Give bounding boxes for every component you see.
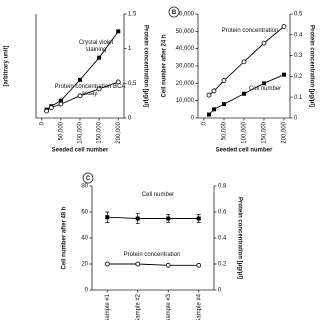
x-axis-title: Seeded cell number: [52, 148, 109, 154]
y2-tick-label: 0.2: [218, 262, 227, 268]
series-label: Cell number: [248, 86, 282, 92]
y-tick-label: 60: [81, 210, 88, 216]
x-tick-label: 50,000: [222, 121, 228, 140]
y2-axis-title: Protein concentration [μg/μl]: [236, 197, 242, 279]
x-tick-label: 150,000: [97, 121, 103, 143]
marker-circle: [48, 105, 54, 110]
y2-tick-label: 0.5: [128, 81, 137, 87]
marker-square: [166, 216, 171, 221]
y2-tick-label: 0: [128, 116, 132, 122]
marker-circle: [104, 261, 110, 267]
y2-tick-label: 0: [218, 288, 222, 294]
marker-square: [97, 55, 102, 60]
x-tick-label: 200,000: [282, 121, 288, 143]
y-tick-label: 10,000: [176, 98, 195, 104]
y-tick-label: 0: [85, 288, 89, 294]
marker-circle: [135, 261, 141, 267]
marker-square: [282, 72, 286, 77]
series-line: [107, 216, 199, 219]
series-line: [208, 26, 285, 96]
panel-label: C: [86, 176, 91, 182]
series-label: Protein concentration: [123, 252, 181, 258]
x-axis-title: Seeded cell number: [216, 148, 273, 154]
marker-square: [222, 102, 226, 107]
x-tick-label: 0: [202, 121, 208, 125]
y2-tick-label: 1: [128, 46, 132, 52]
y-tick-label: 50,000: [176, 29, 195, 35]
x-tick-label: 100,000: [242, 121, 248, 143]
marker-circle: [115, 79, 121, 85]
y2-tick-label: 0.3: [294, 53, 303, 59]
y-axis-title: Cell number after 24 h: [162, 34, 168, 97]
y2-tick-label: 0.6: [218, 210, 227, 216]
y2-tick-label: 0.8: [218, 184, 227, 190]
marker-circle: [221, 78, 227, 83]
marker-circle: [196, 262, 202, 268]
y2-axis-title: Protein concentration [μg/μl]: [142, 25, 148, 107]
y2-tick-label: 0.5: [294, 12, 303, 18]
marker-square: [207, 112, 211, 117]
y2-tick-label: 0.1: [294, 95, 303, 101]
marker-circle: [211, 88, 217, 94]
marker-square: [135, 216, 140, 221]
x-tick-label: 200,000: [116, 121, 122, 143]
y2-tick-label: 1.5: [128, 12, 137, 18]
marker-circle: [281, 24, 287, 29]
series-label: Protein concentration BCA assay.: [54, 84, 126, 97]
panel-label-circle: [82, 172, 94, 184]
marker-square: [196, 216, 201, 221]
y-tick-label: 60,000: [176, 12, 195, 18]
marker-circle: [58, 101, 64, 107]
x-tick-label: Sample #4: [196, 293, 202, 320]
series-label: Crystal violet staining: [78, 40, 114, 53]
y-tick-label: 30,000: [176, 64, 195, 70]
series-label: Cell number: [141, 192, 175, 198]
y-tick-label: 80: [81, 184, 88, 190]
y-tick-label: 40,000: [176, 46, 195, 52]
y2-axis-title: Protein concentration [μg/μl]: [308, 25, 314, 107]
series-line: [107, 263, 199, 266]
marker-square: [242, 91, 246, 96]
y-tick-label: 0: [191, 116, 195, 122]
y-tick-label: 20: [81, 262, 88, 268]
marker-circle: [44, 108, 49, 114]
panel-label: B: [172, 10, 177, 16]
y-tick-label: 20,000: [176, 81, 195, 87]
y2-tick-label: 0: [294, 116, 298, 122]
y-axis-title: Cell number after 48 h: [62, 206, 68, 269]
y2-tick-label: 0.2: [294, 74, 303, 80]
marker-circle: [261, 40, 267, 46]
x-tick-label: 100,000: [78, 121, 84, 143]
x-tick-label: 0: [39, 121, 45, 125]
series-label: Protein concentration: [221, 28, 279, 34]
marker-square: [58, 98, 63, 103]
panel-label-circle: [168, 6, 180, 18]
marker-square: [116, 29, 121, 34]
x-tick-label: 150,000: [262, 121, 268, 143]
marker-square: [105, 215, 110, 220]
marker-circle: [96, 86, 102, 92]
marker-circle: [241, 59, 247, 65]
x-tick-label: Sample #2: [135, 293, 141, 320]
y-tick-label: 40: [81, 236, 88, 242]
marker-square: [262, 81, 266, 86]
y2-tick-label: 0.4: [218, 236, 227, 242]
marker-circle: [206, 92, 212, 98]
x-tick-label: 50,000: [58, 121, 64, 140]
marker-circle: [77, 93, 83, 99]
x-tick-label: Sample #1: [105, 293, 111, 320]
series-line: [208, 74, 285, 115]
marker-square: [212, 107, 216, 112]
x-tick-label: Sample #3: [166, 293, 172, 320]
marker-circle: [165, 262, 171, 268]
y2-tick-label: 0.4: [294, 32, 303, 38]
marker-square: [78, 77, 82, 82]
y-axis-title: [arbitrary unit]: [4, 45, 10, 86]
